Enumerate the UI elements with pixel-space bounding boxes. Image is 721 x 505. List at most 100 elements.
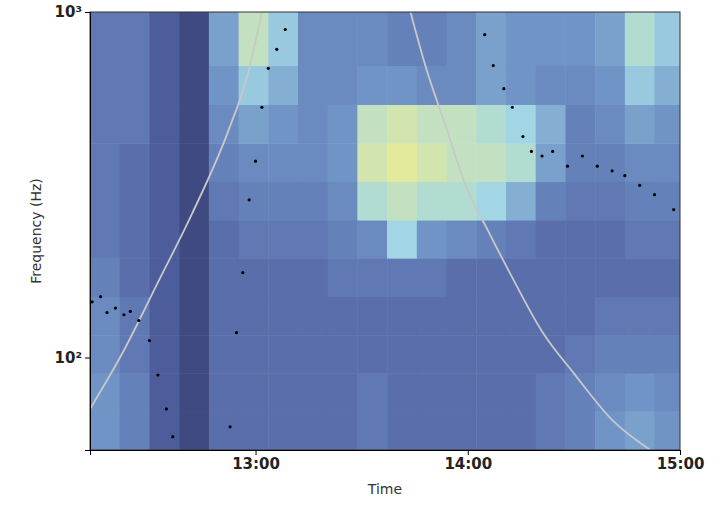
heatmap-cell <box>298 182 328 221</box>
heatmap-cell <box>209 373 239 411</box>
heatmap-cell <box>209 220 239 259</box>
heatmap-cell <box>120 104 150 143</box>
heatmap-cell <box>149 12 179 66</box>
heatmap-cell <box>149 297 179 336</box>
heatmap-cell <box>239 220 269 259</box>
heatmap-cell <box>447 104 477 143</box>
heatmap-cell <box>447 335 477 374</box>
y-tick-label: 10³ <box>55 3 82 21</box>
heatmap-cell <box>476 411 506 450</box>
dot <box>148 339 151 342</box>
heatmap-cell <box>417 335 447 374</box>
dot <box>521 135 524 138</box>
heatmap-cell <box>120 335 150 374</box>
heatmap-cell <box>298 66 328 105</box>
heatmap-cell <box>298 335 328 374</box>
dot <box>99 295 102 298</box>
heatmap-cell <box>298 143 328 182</box>
y-tick: 10² <box>55 349 90 367</box>
heatmap-cell <box>625 143 655 182</box>
heatmap-cell <box>387 143 417 182</box>
heatmap-cell <box>565 258 595 297</box>
heatmap-cell <box>506 297 536 336</box>
heatmap-cell <box>595 143 625 182</box>
heatmap-cell <box>120 12 150 66</box>
heatmap-cell <box>625 258 655 297</box>
heatmap-cell <box>149 182 179 221</box>
heatmap-cell <box>417 258 447 297</box>
heatmap-cell <box>625 373 655 411</box>
y-axis: 10² 10³ <box>55 3 91 450</box>
dot <box>122 313 125 316</box>
heatmap-cell <box>565 411 595 450</box>
dot <box>623 174 626 177</box>
heatmap-cell <box>476 220 506 259</box>
heatmap-cell <box>595 66 625 105</box>
heatmap-cell <box>506 220 536 259</box>
dot <box>566 165 569 168</box>
y-tick-mark <box>85 12 90 13</box>
x-tick-label: 13:00 <box>232 455 280 473</box>
y-tick-label: 10² <box>55 349 82 367</box>
heatmap-cell <box>209 297 239 336</box>
heatmap-cell <box>387 182 417 221</box>
heatmap-cell <box>476 373 506 411</box>
heatmap-cell <box>90 297 120 336</box>
y-axis-title: Frequency (Hz) <box>28 178 44 284</box>
heatmap-cell <box>298 104 328 143</box>
heatmap-cell <box>209 258 239 297</box>
heatmap-cell <box>417 143 447 182</box>
heatmap-cell <box>625 220 655 259</box>
heatmap-cell <box>209 143 239 182</box>
heatmap-cell <box>387 104 417 143</box>
heatmap-cell <box>387 66 417 105</box>
dot <box>248 198 251 201</box>
heatmap-cell <box>209 66 239 105</box>
plot-frame <box>90 12 680 450</box>
heatmap-cell <box>595 258 625 297</box>
heatmap-cell <box>476 143 506 182</box>
heatmap-cell <box>179 373 209 411</box>
heatmap-cell <box>447 220 477 259</box>
heatmap-cell <box>209 335 239 374</box>
heatmap-cell <box>90 335 120 374</box>
heatmap-cell <box>565 220 595 259</box>
chart: 13:0014:0015:0010²10³TimeFrequency (Hz) <box>0 0 721 505</box>
curve <box>90 12 262 409</box>
heatmap-cell <box>90 411 120 450</box>
heatmap-cell <box>328 182 358 221</box>
heatmap-cell <box>179 66 209 105</box>
dot <box>483 33 486 36</box>
heatmap-cell <box>565 104 595 143</box>
heatmap-cell <box>565 182 595 221</box>
heatmap-cell <box>239 258 269 297</box>
heatmap-cell <box>90 104 120 143</box>
heatmap-cell <box>595 335 625 374</box>
heatmap-cell <box>120 411 150 450</box>
heatmap-cell <box>149 220 179 259</box>
dot <box>672 208 675 211</box>
plot-area <box>90 12 680 450</box>
dot <box>171 435 174 438</box>
dot <box>492 64 495 67</box>
heatmap-cell <box>209 12 239 66</box>
heatmap-cell <box>506 373 536 411</box>
dots <box>91 28 676 438</box>
heatmap-cell <box>595 12 625 66</box>
heatmap-cell <box>328 220 358 259</box>
dot <box>241 271 244 274</box>
heatmap-cell <box>328 335 358 374</box>
heatmap-cell <box>417 12 447 66</box>
heatmap-cell <box>387 297 417 336</box>
heatmap-cell <box>268 182 298 221</box>
heatmap-cell <box>328 297 358 336</box>
heatmap-cell <box>357 66 387 105</box>
heatmap-cell <box>357 411 387 450</box>
heatmap-cell <box>447 297 477 336</box>
heatmap-cell <box>268 297 298 336</box>
heatmap-cell <box>120 373 150 411</box>
heatmap-cell <box>506 335 536 374</box>
heatmap-cell <box>536 335 566 374</box>
heatmap-cell <box>239 297 269 336</box>
heatmap-cell <box>595 220 625 259</box>
